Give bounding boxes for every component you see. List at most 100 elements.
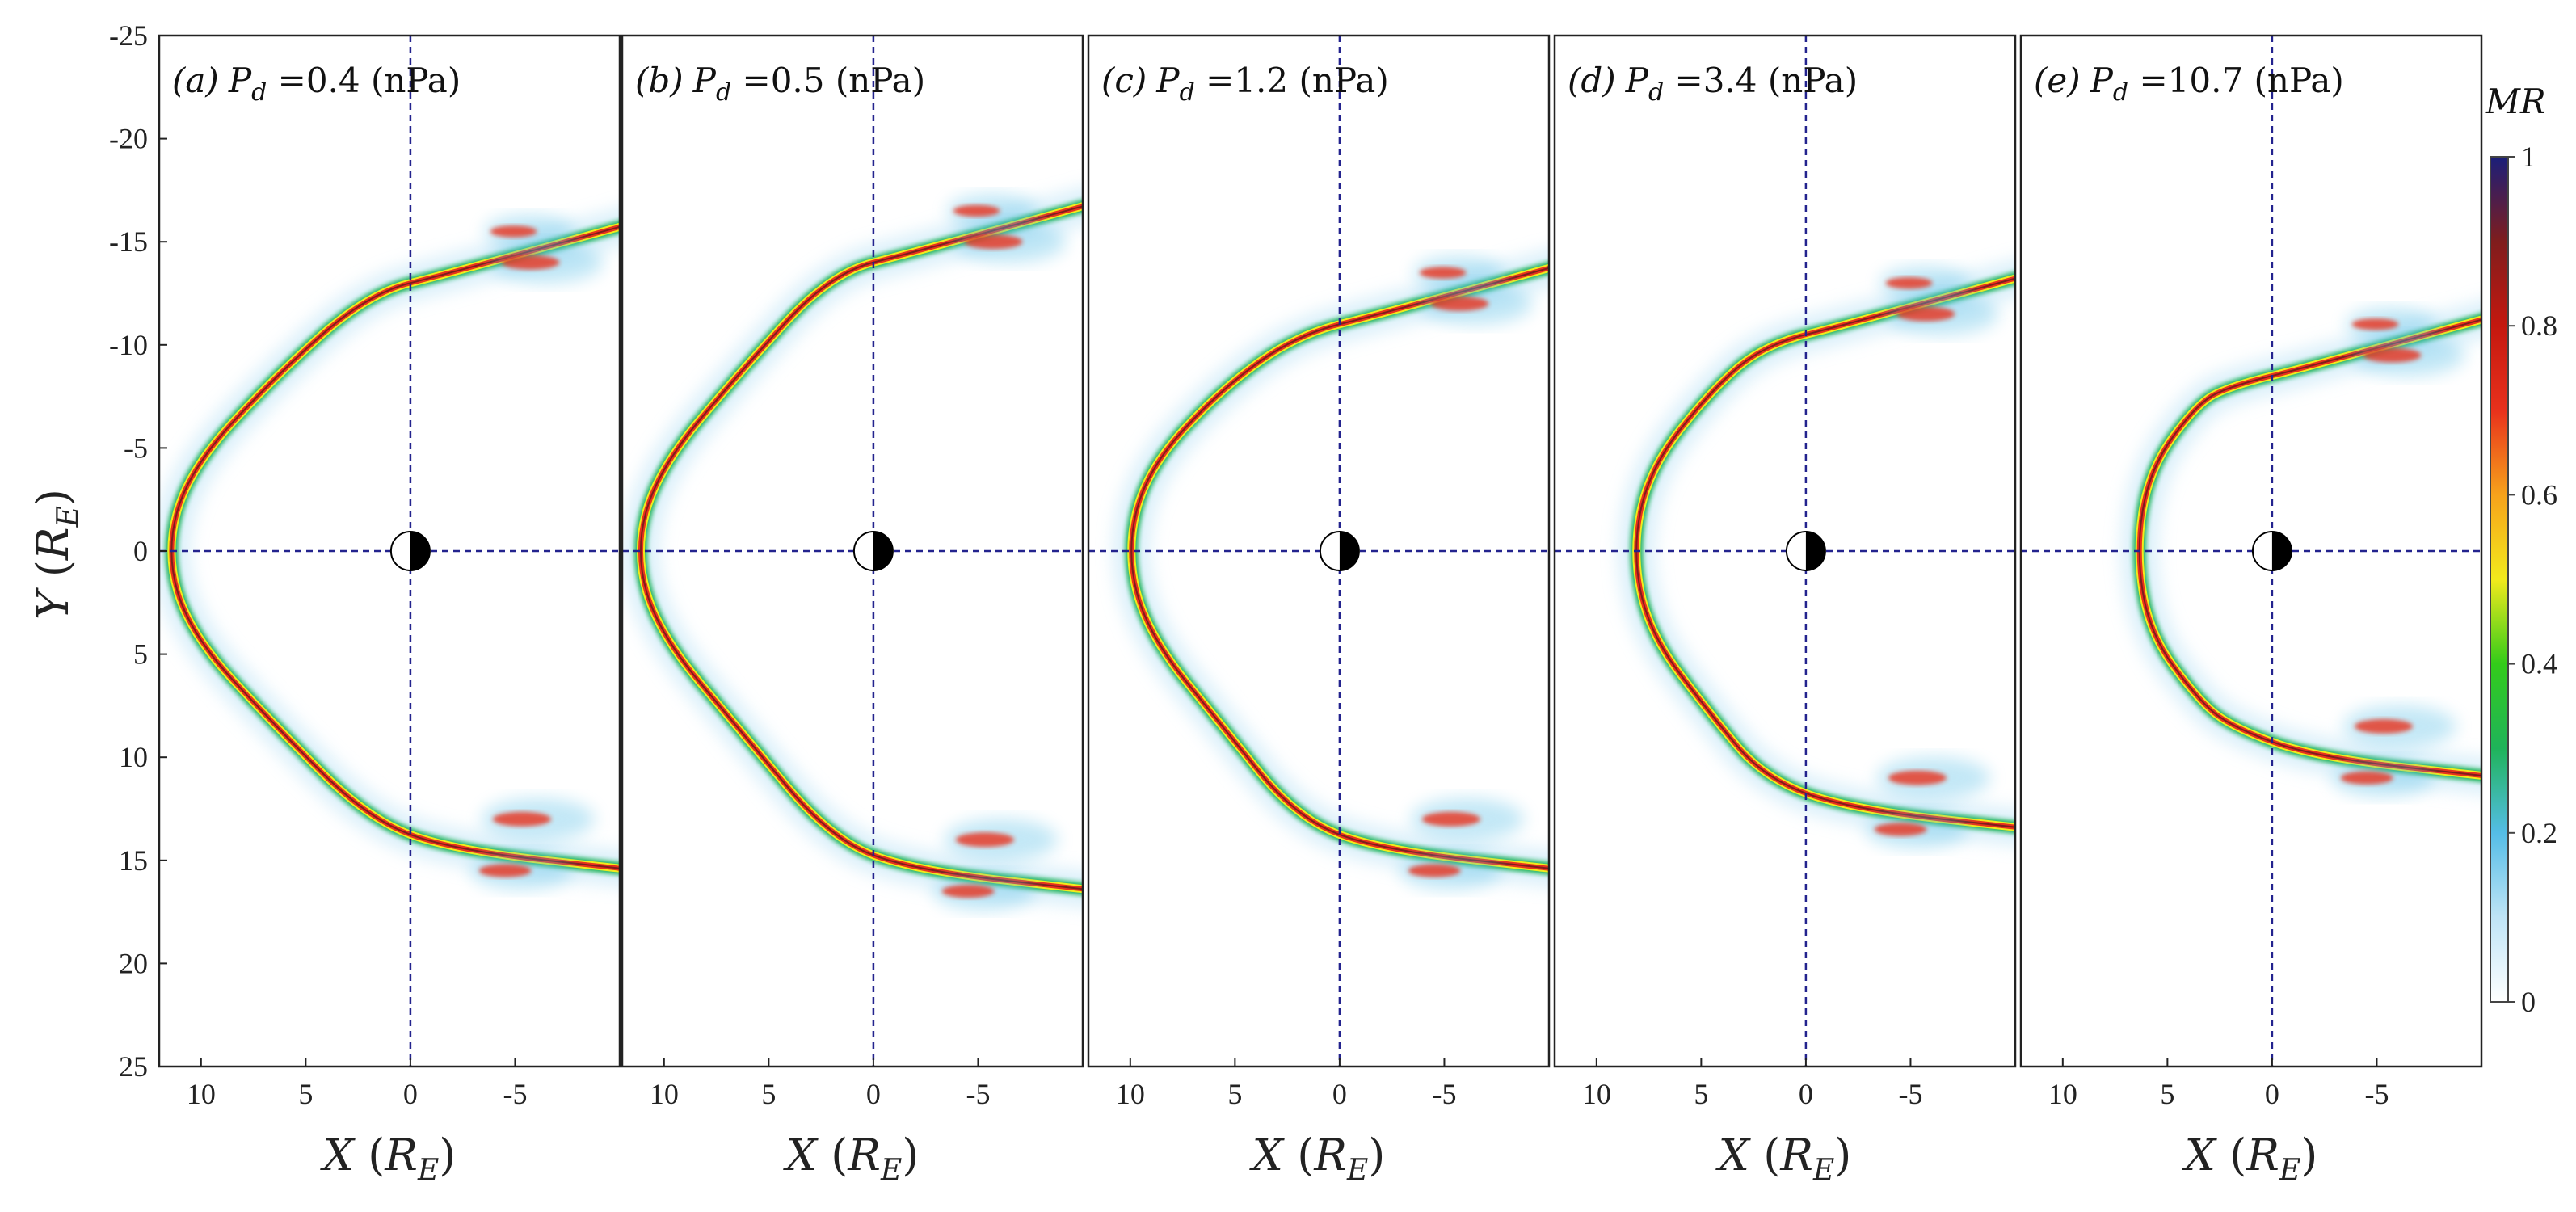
earth-nightside — [2271, 532, 2292, 570]
panel-d: 10 5 0 -5 X (RE) (d) Pd =3.4 (nPa) — [1553, 34, 2017, 1187]
colorbar-tick-label: 0.6 — [2521, 478, 2557, 511]
pressure-symbol: P — [1625, 61, 1649, 100]
y-axis-unit-sub: E — [52, 506, 85, 528]
turbulence-core — [490, 225, 537, 238]
x-tick-label: 5 — [298, 1078, 313, 1110]
y-tick-label: 10 — [119, 741, 148, 773]
x-axis-close: ) — [1834, 1130, 1851, 1180]
x-axis-var: X — [1249, 1130, 1286, 1180]
pressure-subscript: d — [1648, 78, 1664, 107]
x-axis-label: X (RE) — [2182, 1130, 2318, 1187]
panel-e: 10 5 0 -5 X (RE) (e) Pd =10.7 (nPa) — [2019, 34, 2483, 1187]
x-axis-unit-sub: E — [417, 1154, 439, 1187]
pressure-subscript: d — [1180, 78, 1195, 107]
x-axis-close: ) — [439, 1130, 456, 1180]
panels-group: 10 5 0 -5X (RE)(a) Pd =0.4 (nPa)10 5 0 -5X (RE)… — [158, 34, 2483, 1187]
pressure-subscript: d — [2113, 78, 2128, 107]
mixing-layer-core — [1635, 277, 2015, 828]
pressure-value: =0.5 (nPa) — [731, 61, 925, 100]
colorbar-tick-label: 0.2 — [2521, 817, 2557, 849]
turbulence-core — [492, 811, 551, 827]
x-tick-label: 5 — [2160, 1078, 2174, 1110]
x-axis-close: ) — [1368, 1130, 1385, 1180]
panel-plot-area — [2120, 300, 2481, 797]
y-tick-label: 25 — [119, 1050, 148, 1083]
turbulence-core — [2351, 318, 2399, 330]
x-tick-label: 0 — [1332, 1078, 1347, 1110]
mixing-layer-core — [170, 225, 620, 869]
pressure-symbol: P — [1155, 61, 1180, 100]
turbulence-core — [501, 255, 560, 270]
x-tick-label: 10 — [1116, 1078, 1145, 1110]
y-axis-label: Y (RE) — [27, 489, 85, 620]
x-axis-unit-sub: E — [1812, 1154, 1834, 1187]
turbulence-core — [2363, 347, 2422, 363]
x-axis-unit-sub: E — [880, 1154, 902, 1187]
y-tick-label: -20 — [109, 123, 148, 155]
y-axis-close: ) — [27, 489, 78, 506]
panel-label: (a) Pd =0.4 (nPa) — [172, 61, 461, 107]
turbulence-core — [478, 864, 532, 877]
x-tick-label: 10 — [650, 1078, 679, 1110]
earth-nightside — [410, 532, 430, 570]
turbulence-core — [1896, 306, 1955, 322]
x-tick-label: 0 — [1799, 1078, 1813, 1110]
colorbar-tick-label: 0.8 — [2521, 309, 2557, 342]
pressure-subscript: d — [716, 78, 731, 107]
y-tick-label: -25 — [109, 19, 148, 52]
mixing-layer-core — [639, 205, 1083, 890]
colorbar-gradient — [2490, 156, 2509, 1003]
panel-plot-area — [1618, 259, 2015, 848]
x-tick-label: 5 — [1694, 1078, 1708, 1110]
y-tick-label: -15 — [109, 225, 148, 258]
panel-frame — [1087, 34, 1551, 1068]
turbulence-core — [1888, 770, 1947, 785]
y-tick-label: 20 — [119, 947, 148, 979]
y-tick-label: -10 — [109, 329, 148, 361]
x-axis-open: ( — [1749, 1130, 1780, 1180]
y-axis-var: Y — [27, 587, 78, 620]
pressure-value: =0.4 (nPa) — [267, 61, 461, 100]
x-axis-open: ( — [817, 1130, 848, 1180]
panel-c: 10 5 0 -5 X (RE) (c) Pd =1.2 (nPa) — [1087, 34, 1551, 1187]
colorbar: MR 0 0.2 0.4 0.6 0.8 1 — [2485, 82, 2557, 1018]
turbulence-core — [964, 234, 1023, 250]
x-axis-unit: R — [847, 1130, 881, 1180]
panel-letter: (d) — [1568, 61, 1616, 100]
x-tick-label: -5 — [966, 1078, 990, 1110]
panel-frame — [1553, 34, 2017, 1068]
panel-a: 10 5 0 -5 X (RE) (a) Pd =0.4 (nPa) — [158, 34, 621, 1187]
pressure-value: =3.4 (nPa) — [1664, 61, 1858, 100]
x-tick-label: 5 — [761, 1078, 776, 1110]
turbulence-core — [2354, 718, 2413, 734]
colorbar-title: MR — [2485, 82, 2546, 121]
turbulence-core — [1421, 811, 1480, 827]
turbulence-core — [1874, 823, 1927, 836]
x-tick-label: 5 — [1227, 1078, 1242, 1110]
colorbar-tick-label: 0 — [2521, 986, 2536, 1018]
mixing-layer-core — [1130, 267, 1549, 869]
x-axis-label: X (RE) — [1249, 1130, 1386, 1187]
panel-frame — [621, 34, 1084, 1068]
x-tick-label: 0 — [866, 1078, 881, 1110]
y-tick-label: 15 — [119, 844, 148, 877]
x-axis-var: X — [783, 1130, 819, 1180]
turbulence-core — [955, 832, 1014, 848]
x-axis-var: X — [2182, 1130, 2218, 1180]
turbulence-core — [1419, 267, 1467, 279]
turbulence-core — [953, 204, 1000, 217]
x-axis-open: ( — [2216, 1130, 2246, 1180]
y-tick-label: 5 — [133, 638, 148, 671]
x-axis-unit: R — [2246, 1130, 2279, 1180]
x-axis-open: ( — [1283, 1130, 1314, 1180]
x-axis-unit: R — [1313, 1130, 1347, 1180]
x-tick-label: 10 — [2048, 1078, 2077, 1110]
panel-label: (e) Pd =10.7 (nPa) — [2034, 61, 2344, 107]
x-axis-unit-sub: E — [2279, 1154, 2300, 1187]
x-axis-var: X — [320, 1130, 356, 1180]
panel-letter: (e) — [2034, 61, 2081, 100]
turbulence-core — [2340, 771, 2393, 785]
pressure-value: =1.2 (nPa) — [1195, 61, 1389, 100]
x-axis-var: X — [1715, 1130, 1752, 1180]
x-axis-unit-sub: E — [1346, 1154, 1368, 1187]
